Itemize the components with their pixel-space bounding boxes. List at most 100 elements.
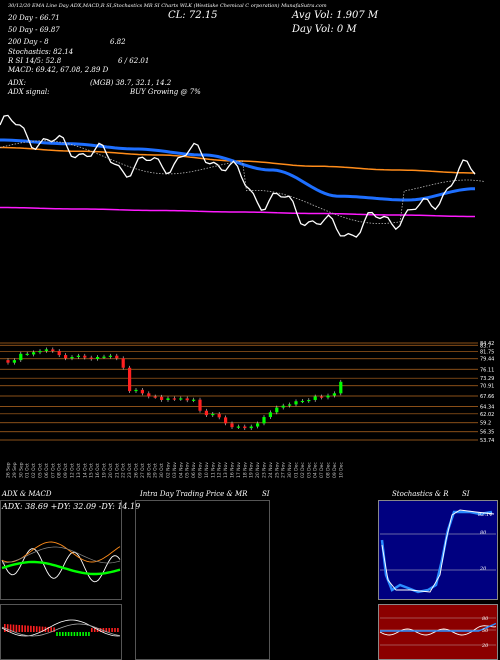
macd-bar — [27, 625, 29, 632]
candle-body — [313, 396, 317, 400]
macd-readout: MACD: 69.42, 67.08, 2.89 D — [8, 66, 109, 74]
macd-bar — [30, 625, 32, 632]
candle-body — [51, 349, 55, 351]
macd-bar — [88, 632, 90, 636]
intraday-title: Intra Day Trading Price & MR — [140, 490, 248, 498]
candle-body — [217, 413, 221, 418]
macd-bar — [24, 625, 26, 632]
date-tick-label: 24 Nov — [268, 462, 274, 478]
macd-bar — [6, 624, 9, 632]
date-tick-label: 09 Nov — [198, 462, 204, 478]
date-tick-label: 26 Sep — [6, 462, 12, 478]
macd-histogram — [1, 619, 121, 637]
candle-body — [192, 399, 196, 401]
macd-bar — [21, 625, 23, 632]
date-tick-label: 04 Dec — [313, 462, 319, 478]
date-tick-label: 08 Dec — [326, 462, 332, 478]
candle-body — [339, 381, 343, 394]
candle-body — [326, 395, 330, 398]
date-tick-label: 18 Nov — [242, 462, 248, 478]
candle-body — [204, 410, 208, 416]
date-tick-label: 12 Oct — [70, 463, 76, 478]
price-level-label: 79.44 — [480, 357, 494, 363]
stochastics-lines — [380, 509, 496, 594]
rsi-avg-line — [380, 622, 497, 632]
macd-bar — [93, 628, 96, 632]
buy-signal: BUY Growing @ 7% — [130, 88, 201, 96]
date-tick-label: 26 Oct — [134, 463, 140, 478]
macd-bar — [76, 632, 79, 636]
macd-bar — [105, 628, 108, 632]
date-tick-label: 13 Oct — [76, 463, 82, 478]
candle-body — [288, 404, 292, 406]
candle-body — [281, 405, 285, 408]
date-tick-label: 23 Oct — [127, 463, 133, 478]
macd-bar — [47, 627, 50, 632]
candle-body — [166, 398, 170, 400]
macd-bar — [79, 632, 81, 636]
candle-body — [300, 400, 304, 403]
macd-bar — [117, 628, 119, 632]
date-tick-label: 27 Nov — [281, 462, 287, 478]
candle-body — [76, 355, 80, 357]
candle-body — [160, 396, 164, 400]
candle-body — [307, 399, 311, 402]
date-tick-label: 01 Oct — [25, 463, 31, 478]
date-tick-label: 05 Nov — [185, 462, 191, 478]
macd-bar — [35, 626, 38, 632]
macd-bar — [59, 632, 61, 636]
stoch-level-80: 80 — [480, 530, 487, 536]
macd-bar — [9, 624, 12, 632]
rsi-level-20: 20 — [482, 643, 489, 649]
ema20-label: 20 Day - 66.71 — [8, 14, 60, 22]
date-tick-label: 02 Nov — [166, 462, 172, 478]
ema-line-ema50 — [0, 138, 475, 202]
ema-dotted-line — [0, 140, 486, 224]
candle-body — [25, 353, 29, 356]
price-level-lines — [0, 342, 478, 441]
candle-body — [44, 349, 48, 351]
date-tick-label: 09 Oct — [63, 463, 69, 478]
candle-body — [64, 355, 68, 359]
date-tick-label: 23 Nov — [262, 462, 268, 478]
date-tick-label: 02 Dec — [300, 462, 306, 478]
date-tick-label: 28 Oct — [146, 463, 152, 478]
macd-bar — [70, 632, 73, 636]
adx-values: (MGB) 38.7, 32.1, 14.2 — [90, 79, 172, 87]
adx-lines — [1, 541, 121, 583]
candle-body — [83, 355, 87, 358]
candle-body — [6, 360, 10, 363]
candle-body — [102, 356, 106, 358]
ema-line-ema20 — [0, 114, 476, 238]
candle-body — [262, 417, 266, 424]
macd-bar — [41, 626, 44, 632]
date-tick-label: 01 Dec — [294, 462, 300, 478]
macd-bar — [102, 628, 105, 632]
date-tick-label: 14 Oct — [82, 463, 88, 478]
date-tick-label: 08 Oct — [57, 463, 63, 478]
candle-body — [12, 360, 16, 363]
candle-body — [275, 407, 279, 413]
candle-body — [332, 393, 336, 396]
candle-body — [70, 356, 74, 359]
date-tick-label: 19 Oct — [102, 463, 108, 478]
price-level-label: 70.91 — [480, 384, 494, 390]
candle-body — [256, 423, 260, 427]
day-volume: Day Vol: 0 M — [292, 24, 357, 35]
candle-body — [294, 401, 298, 405]
candle-body — [224, 417, 228, 424]
macd-bar — [99, 628, 102, 632]
macd-bar — [85, 632, 87, 636]
candle-body — [96, 356, 100, 359]
price-level-label: 76.11 — [480, 367, 494, 373]
date-tick-label: 30 Oct — [159, 463, 165, 478]
macd-bar — [73, 632, 76, 636]
price-level-label: 56.35 — [480, 430, 494, 436]
candle-body — [57, 350, 61, 356]
close-label: CL: 72.15 — [168, 10, 218, 21]
price-level-label: 62.02 — [480, 412, 494, 418]
candle-body — [236, 426, 240, 428]
price-level-label: 73.29 — [480, 376, 494, 382]
candle-body — [268, 412, 272, 418]
